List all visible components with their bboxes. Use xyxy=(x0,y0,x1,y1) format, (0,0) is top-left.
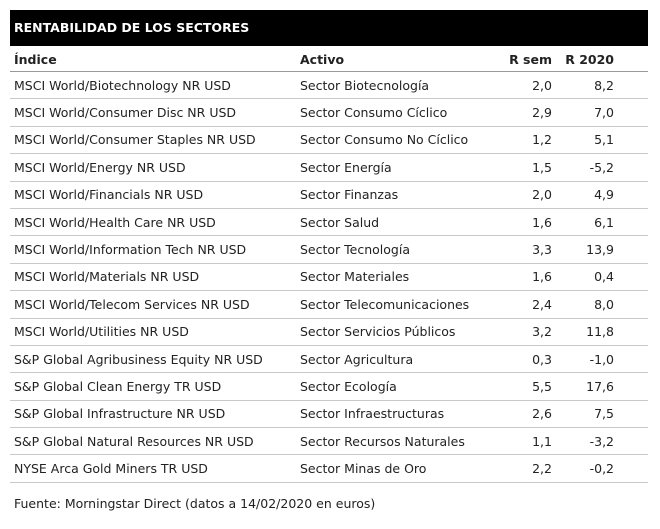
header-row: Índice Activo R sem R 2020 xyxy=(10,47,648,72)
table-title: RENTABILIDAD DE LOS SECTORES xyxy=(10,10,648,46)
column-header: Índice xyxy=(14,51,57,67)
table-cell: -3,2 xyxy=(589,433,614,449)
table-row: MSCI World/Consumer Disc NR USD Sector Co… xyxy=(10,99,648,127)
table-row: MSCI World/Financials NR USD Sector Finan… xyxy=(10,182,648,209)
table-cell: MSCI World/Biotechnology NR USD xyxy=(14,77,231,93)
table-cell: Sector Ecología xyxy=(300,378,397,394)
table-cell: NYSE Arca Gold Miners TR USD xyxy=(14,461,208,477)
table-cell: 6,1 xyxy=(594,214,614,230)
table-row: S&P Global Clean Energy TR USD Sector Eco… xyxy=(10,373,648,401)
table-cell: 3,3 xyxy=(532,242,552,258)
table-row: NYSE Arca Gold Miners TR USD Sector Minas… xyxy=(10,455,648,483)
table-row: MSCI World/Consumer Staples NR USD Sector… xyxy=(10,127,648,155)
table-row: MSCI World/Health Care NR USD Sector Salu… xyxy=(10,209,648,237)
table-cell: -1,0 xyxy=(589,351,614,367)
table-cell: Sector Consumo Cíclico xyxy=(300,105,448,121)
table-row: S&P Global Natural Resources NR USD Secto… xyxy=(10,428,648,456)
column-header: R sem xyxy=(509,51,552,67)
table-row: MSCI World/Utilities NR USD Sector Servic… xyxy=(10,319,648,346)
table-cell: 11,8 xyxy=(586,324,614,340)
table-cell: 1,2 xyxy=(532,132,552,148)
table-row: S&P Global Infrastructure NR USD Sector I… xyxy=(10,401,648,429)
table-row: MSCI World/Biotechnology NR USD Sector Bi… xyxy=(10,72,648,100)
table-cell: MSCI World/Financials NR USD xyxy=(14,187,204,203)
table-cell: Sector Biotecnología xyxy=(300,77,430,93)
table-cell: 3,2 xyxy=(532,324,552,340)
table-cell: S&P Global Natural Resources NR USD xyxy=(14,433,254,449)
table-cell: MSCI World/Utilities NR USD xyxy=(14,324,189,340)
table: Índice Activo R sem R 2020 MSCI World/Biotec… xyxy=(10,47,648,483)
table-cell: Sector Finanzas xyxy=(300,187,399,203)
table-cell: 0,4 xyxy=(594,269,614,285)
table-cell: 13,9 xyxy=(586,242,614,258)
table-cell: S&P Global Agribusiness Equity NR USD xyxy=(14,351,263,367)
table-cell: 1,1 xyxy=(532,433,552,449)
table-cell: MSCI World/Energy NR USD xyxy=(14,159,186,175)
table-cell: S&P Global Infrastructure NR USD xyxy=(14,406,226,422)
table-row: MSCI World/Information Tech NR USD Sector… xyxy=(10,236,648,264)
table-cell: 1,6 xyxy=(532,269,552,285)
table-cell: Sector Salud xyxy=(300,214,380,230)
table-cell: MSCI World/Telecom Services NR USD xyxy=(14,296,250,312)
table-cell: 0,3 xyxy=(532,351,552,367)
table-cell: MSCI World/Consumer Disc NR USD xyxy=(14,105,237,121)
table-cell: 2,4 xyxy=(532,296,552,312)
table-cell: MSCI World/Materials NR USD xyxy=(14,269,200,285)
table-cell: -0,2 xyxy=(589,461,614,477)
table-cell: -5,2 xyxy=(589,159,614,175)
table-cell: 7,0 xyxy=(594,105,614,121)
table-cell: 2,9 xyxy=(532,105,552,121)
table-cell: Sector Telecomunicaciones xyxy=(300,296,470,312)
table-cell: MSCI World/Consumer Staples NR USD xyxy=(14,132,256,148)
column-header: R 2020 xyxy=(565,51,614,67)
table-row: MSCI World/Energy NR USD Sector Energía 1,… xyxy=(10,154,648,182)
table-cell: 8,0 xyxy=(594,296,614,312)
table-row: MSCI World/Materials NR USD Sector Materi… xyxy=(10,264,648,292)
table-cell: 5,1 xyxy=(594,132,614,148)
table-cell: Sector Agricultura xyxy=(300,351,414,367)
source-note: Fuente: Morningstar Direct (datos a 14/0… xyxy=(14,496,376,511)
table-cell: MSCI World/Health Care NR USD xyxy=(14,214,216,230)
table-row: S&P Global Agribusiness Equity NR USD Sec… xyxy=(10,346,648,374)
table-cell: 1,5 xyxy=(532,159,552,175)
table-cell: 5,5 xyxy=(532,378,552,394)
table-cell: 8,2 xyxy=(594,77,614,93)
table-cell: Sector Servicios Públicos xyxy=(300,324,456,340)
table-cell: Sector Recursos Naturales xyxy=(300,433,465,449)
table-cell: 2,0 xyxy=(532,77,552,93)
column-header: Activo xyxy=(300,51,345,67)
table-cell: 4,9 xyxy=(594,187,614,203)
table-cell: 7,5 xyxy=(594,406,614,422)
table-cell: Sector Consumo No Cíclico xyxy=(300,132,469,148)
table-cell: MSCI World/Information Tech NR USD xyxy=(14,242,247,258)
table-cell: Sector Energía xyxy=(300,159,392,175)
table-cell: S&P Global Clean Energy TR USD xyxy=(14,378,222,394)
table-cell: 17,6 xyxy=(586,378,614,394)
table-cell: 2,6 xyxy=(532,406,552,422)
table-cell: Sector Minas de Oro xyxy=(300,461,427,477)
table-cell: Sector Tecnología xyxy=(300,242,410,258)
table-cell: 2,0 xyxy=(532,187,552,203)
table-cell: 1,6 xyxy=(532,214,552,230)
table-cell: 2,2 xyxy=(532,461,552,477)
table-cell: Sector Infraestructuras xyxy=(300,406,445,422)
table-cell: Sector Materiales xyxy=(300,269,410,285)
table-row: MSCI World/Telecom Services NR USD Sector… xyxy=(10,291,648,319)
